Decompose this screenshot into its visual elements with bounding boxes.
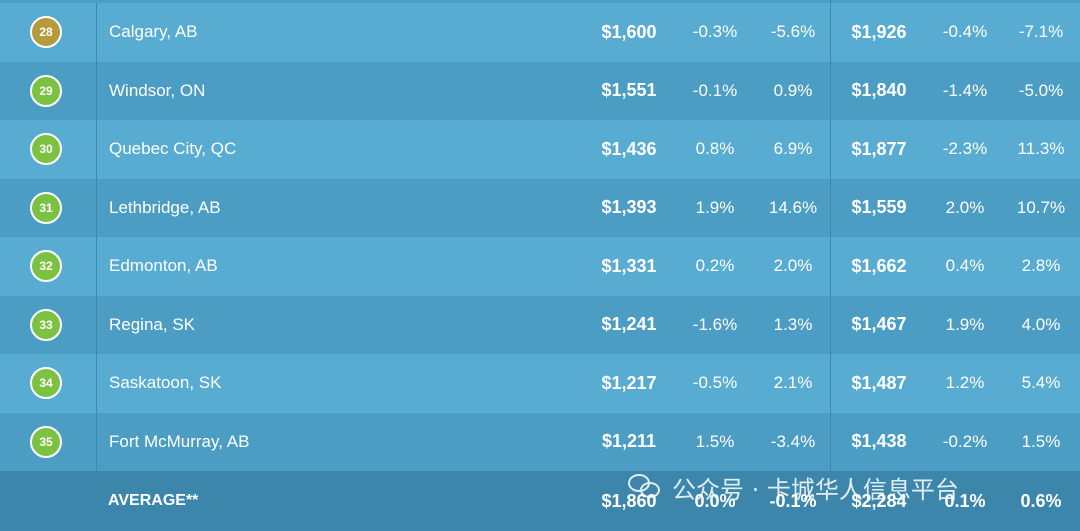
city-name: Regina, SK [109,314,195,334]
one-bed-rent: $1,241 [601,314,657,335]
one-bed-monthly-change: 0.2% [695,256,735,276]
column-divider [830,0,831,471]
one-bed-monthly-change: 1.5% [695,431,735,451]
table-row: 35 Fort McMurray, AB $1,211 1.5% -3.4% $… [0,412,1080,471]
one-bed-monthly-change: -0.1% [692,80,738,100]
table-row: 30 Quebec City, QC $1,436 0.8% 6.9% $1,8… [0,120,1080,179]
two-bed-monthly-change: 0.4% [945,256,985,276]
city-name: Windsor, ON [109,80,206,100]
avg-two-bed-yearly-change: 0.6% [1020,490,1062,511]
one-bed-yearly-change: 1.3% [773,314,813,334]
rank-badge: 31 [30,191,62,224]
one-bed-rent: $1,436 [601,138,657,159]
average-row: AVERAGE** $1,860 0.0% -0.1% $2,284 0.1% … [0,471,1080,531]
rank-badge: 34 [30,367,62,399]
avg-two-bed-rent: $2,284 [851,490,907,511]
one-bed-yearly-change: 0.9% [773,80,813,100]
rank-cell: 31 [0,178,97,237]
rank-cell: 30 [0,120,97,179]
table-row: 29 Windsor, ON $1,551 -0.1% 0.9% $1,840 … [0,61,1080,120]
two-bed-rent: $1,926 [851,21,907,42]
one-bed-rent: $1,217 [601,372,657,393]
two-bed-rent: $1,662 [851,255,907,276]
city-name: Calgary, AB [109,22,198,42]
one-bed-yearly-change: 2.1% [773,373,813,393]
two-bed-monthly-change: -0.4% [942,22,988,42]
one-bed-yearly-change: -5.6% [770,22,816,42]
one-bed-rent: $1,393 [601,197,657,218]
two-bed-yearly-change: -5.0% [1018,80,1064,100]
rank-badge: 33 [30,308,62,341]
two-bed-yearly-change: 2.8% [1021,256,1061,276]
table-row: 32 Edmonton, AB $1,331 0.2% 2.0% $1,662 … [0,237,1080,296]
two-bed-rent: $1,840 [851,80,907,101]
one-bed-rent: $1,600 [601,21,657,42]
two-bed-rent: $1,877 [851,138,907,159]
one-bed-yearly-change: 2.0% [773,256,813,276]
avg-one-bed-monthly-change: 0.0% [694,490,736,511]
rank-badge: 28 [30,16,62,48]
one-bed-monthly-change: 0.8% [695,139,735,159]
rank-badge: 29 [30,74,62,107]
one-bed-yearly-change: -3.4% [770,431,816,451]
two-bed-monthly-change: 1.2% [945,373,985,393]
rank-cell: 35 [0,412,97,471]
table-row: 28 Calgary, AB $1,600 -0.3% -5.6% $1,926… [0,3,1080,62]
one-bed-yearly-change: 6.9% [773,139,813,159]
two-bed-yearly-change: -7.1% [1018,22,1064,42]
rank-cell: 29 [0,61,97,120]
two-bed-monthly-change: -2.3% [942,139,988,159]
city-name: Quebec City, QC [109,139,237,159]
city-name: Fort McMurray, AB [109,431,250,451]
two-bed-rent: $1,487 [851,372,907,393]
avg-one-bed-yearly-change: -0.1% [769,490,817,511]
rank-cell: 28 [0,3,97,62]
two-bed-monthly-change: -0.2% [942,431,988,451]
two-bed-yearly-change: 5.4% [1021,373,1061,393]
one-bed-rent: $1,211 [601,431,657,452]
rank-badge: 32 [30,250,62,282]
rank-badge: 30 [30,133,62,165]
two-bed-yearly-change: 11.3% [1017,139,1065,159]
two-bed-rent: $1,467 [851,314,907,335]
one-bed-monthly-change: 1.9% [695,197,735,217]
table-row: 34 Saskatoon, SK $1,217 -0.5% 2.1% $1,48… [0,354,1080,413]
city-name: Lethbridge, AB [109,197,221,217]
one-bed-monthly-change: -0.3% [692,22,738,42]
one-bed-yearly-change: 14.6% [768,197,818,217]
rank-cell: 32 [0,237,97,296]
one-bed-monthly-change: -1.6% [692,314,738,334]
two-bed-monthly-change: -1.4% [942,80,988,100]
watermark: 公众号 · 卡城华人信息平台 [628,468,959,506]
one-bed-rent: $1,331 [601,255,657,276]
two-bed-rent: $1,559 [851,197,907,218]
city-name: Saskatoon, SK [109,373,222,393]
rank-cell: 33 [0,295,97,354]
one-bed-rent: $1,551 [601,80,657,101]
two-bed-yearly-change: 1.5% [1021,431,1061,451]
two-bed-yearly-change: 10.7% [1016,197,1066,217]
watermark-text: 公众号 · 卡城华人信息平台 [672,475,959,504]
two-bed-monthly-change: 1.9% [945,314,985,334]
wechat-icon [628,472,662,502]
two-bed-monthly-change: 2.0% [945,197,985,217]
two-bed-yearly-change: 4.0% [1021,314,1061,334]
table-row: 31 Lethbridge, AB $1,393 1.9% 14.6% $1,5… [0,178,1080,237]
one-bed-monthly-change: -0.5% [692,373,738,393]
rank-badge: 35 [30,425,62,458]
city-name: Edmonton, AB [109,256,218,276]
table-row: 33 Regina, SK $1,241 -1.6% 1.3% $1,467 1… [0,295,1080,354]
rank-cell: 34 [0,354,97,413]
avg-two-bed-monthly-change: 0.1% [944,490,986,511]
average-label: AVERAGE** [108,492,199,509]
two-bed-rent: $1,438 [851,431,907,452]
